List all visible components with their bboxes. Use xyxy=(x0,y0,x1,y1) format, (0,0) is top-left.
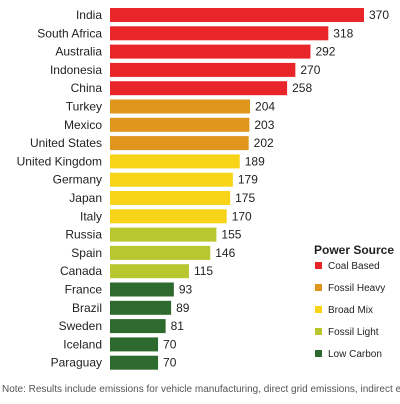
legend-label-fossil-light: Fossil Light xyxy=(328,327,379,338)
category-label-italy: Italy xyxy=(80,209,102,223)
bar-italy xyxy=(110,209,227,224)
bar-united-states xyxy=(110,136,249,151)
category-label-france: France xyxy=(65,283,103,297)
legend-swatch-fossil-heavy xyxy=(315,284,322,291)
value-label-indonesia: 270 xyxy=(300,63,320,77)
value-label-mexico: 203 xyxy=(254,118,274,132)
chart-note: Note: Results include emissions for vehi… xyxy=(2,384,400,395)
value-label-germany: 179 xyxy=(238,173,258,187)
legend-swatch-coal-based xyxy=(315,262,322,269)
bar-china xyxy=(110,81,288,96)
bar-south-africa xyxy=(110,26,329,41)
value-label-south-africa: 318 xyxy=(333,26,353,40)
category-label-united-kingdom: United Kingdom xyxy=(17,154,102,168)
bar-india xyxy=(110,8,365,22)
bar-mexico xyxy=(110,117,250,132)
bar-germany xyxy=(110,172,233,187)
value-label-india: 370 xyxy=(369,8,389,22)
value-label-france: 93 xyxy=(179,283,193,297)
bar-france xyxy=(110,282,174,297)
bar-turkey xyxy=(110,99,251,114)
category-label-united-states: United States xyxy=(30,136,102,150)
category-label-russia: Russia xyxy=(65,228,102,242)
category-label-india: India xyxy=(76,8,102,22)
category-label-spain: Spain xyxy=(71,246,102,260)
bar-sweden xyxy=(110,319,166,334)
legend-swatch-broad-mix xyxy=(315,306,322,313)
value-label-united-kingdom: 189 xyxy=(245,154,265,168)
bar-canada xyxy=(110,264,189,279)
value-label-paraguay: 70 xyxy=(163,356,177,370)
value-label-canada: 115 xyxy=(194,264,213,278)
value-label-china: 258 xyxy=(292,81,312,95)
legend-title: Power Source xyxy=(314,243,394,257)
category-label-sweden: Sweden xyxy=(59,319,102,333)
category-label-china: China xyxy=(71,81,103,95)
category-label-iceland: Iceland xyxy=(63,337,102,351)
category-label-paraguay: Paraguay xyxy=(51,356,102,370)
value-label-sweden: 81 xyxy=(171,319,185,333)
bar-japan xyxy=(110,191,231,205)
legend-label-low-carbon: Low Carbon xyxy=(328,349,382,360)
category-label-indonesia: Indonesia xyxy=(50,63,102,77)
value-label-australia: 292 xyxy=(315,45,335,59)
category-label-mexico: Mexico xyxy=(64,118,102,132)
value-label-spain: 146 xyxy=(215,246,235,260)
bar-chart: India 370 South Africa 318 Australia 292 Indon… xyxy=(17,8,394,370)
value-label-united-states: 202 xyxy=(254,136,274,150)
value-label-japan: 175 xyxy=(235,191,255,205)
category-label-canada: Canada xyxy=(60,264,102,278)
value-label-brazil: 89 xyxy=(176,301,190,315)
bar-united-kingdom xyxy=(110,154,240,169)
bars-group: India 370 South Africa 318 Australia 292 Indon… xyxy=(17,8,389,370)
legend-label-coal-based: Coal Based xyxy=(328,261,380,272)
category-label-japan: Japan xyxy=(69,191,102,205)
bar-indonesia xyxy=(110,62,296,77)
value-label-russia: 155 xyxy=(221,228,241,242)
legend-swatch-fossil-light xyxy=(315,328,322,335)
legend-swatch-low-carbon xyxy=(315,350,322,357)
category-label-south-africa: South Africa xyxy=(37,26,102,40)
bar-iceland xyxy=(110,337,159,352)
bar-australia xyxy=(110,44,311,59)
bar-russia xyxy=(110,227,217,242)
value-label-iceland: 70 xyxy=(163,337,177,351)
legend: Power Source Coal Based Fossil Heavy Broad … xyxy=(314,243,394,360)
category-label-brazil: Brazil xyxy=(72,301,102,315)
legend-label-fossil-heavy: Fossil Heavy xyxy=(328,283,385,294)
bar-brazil xyxy=(110,300,172,315)
value-label-turkey: 204 xyxy=(255,100,275,114)
legend-label-broad-mix: Broad Mix xyxy=(328,305,373,316)
bar-spain xyxy=(110,245,211,260)
category-label-germany: Germany xyxy=(53,173,102,187)
bar-paraguay xyxy=(110,355,159,370)
category-label-turkey: Turkey xyxy=(66,100,102,114)
value-label-italy: 170 xyxy=(232,209,252,223)
category-label-australia: Australia xyxy=(55,45,102,59)
